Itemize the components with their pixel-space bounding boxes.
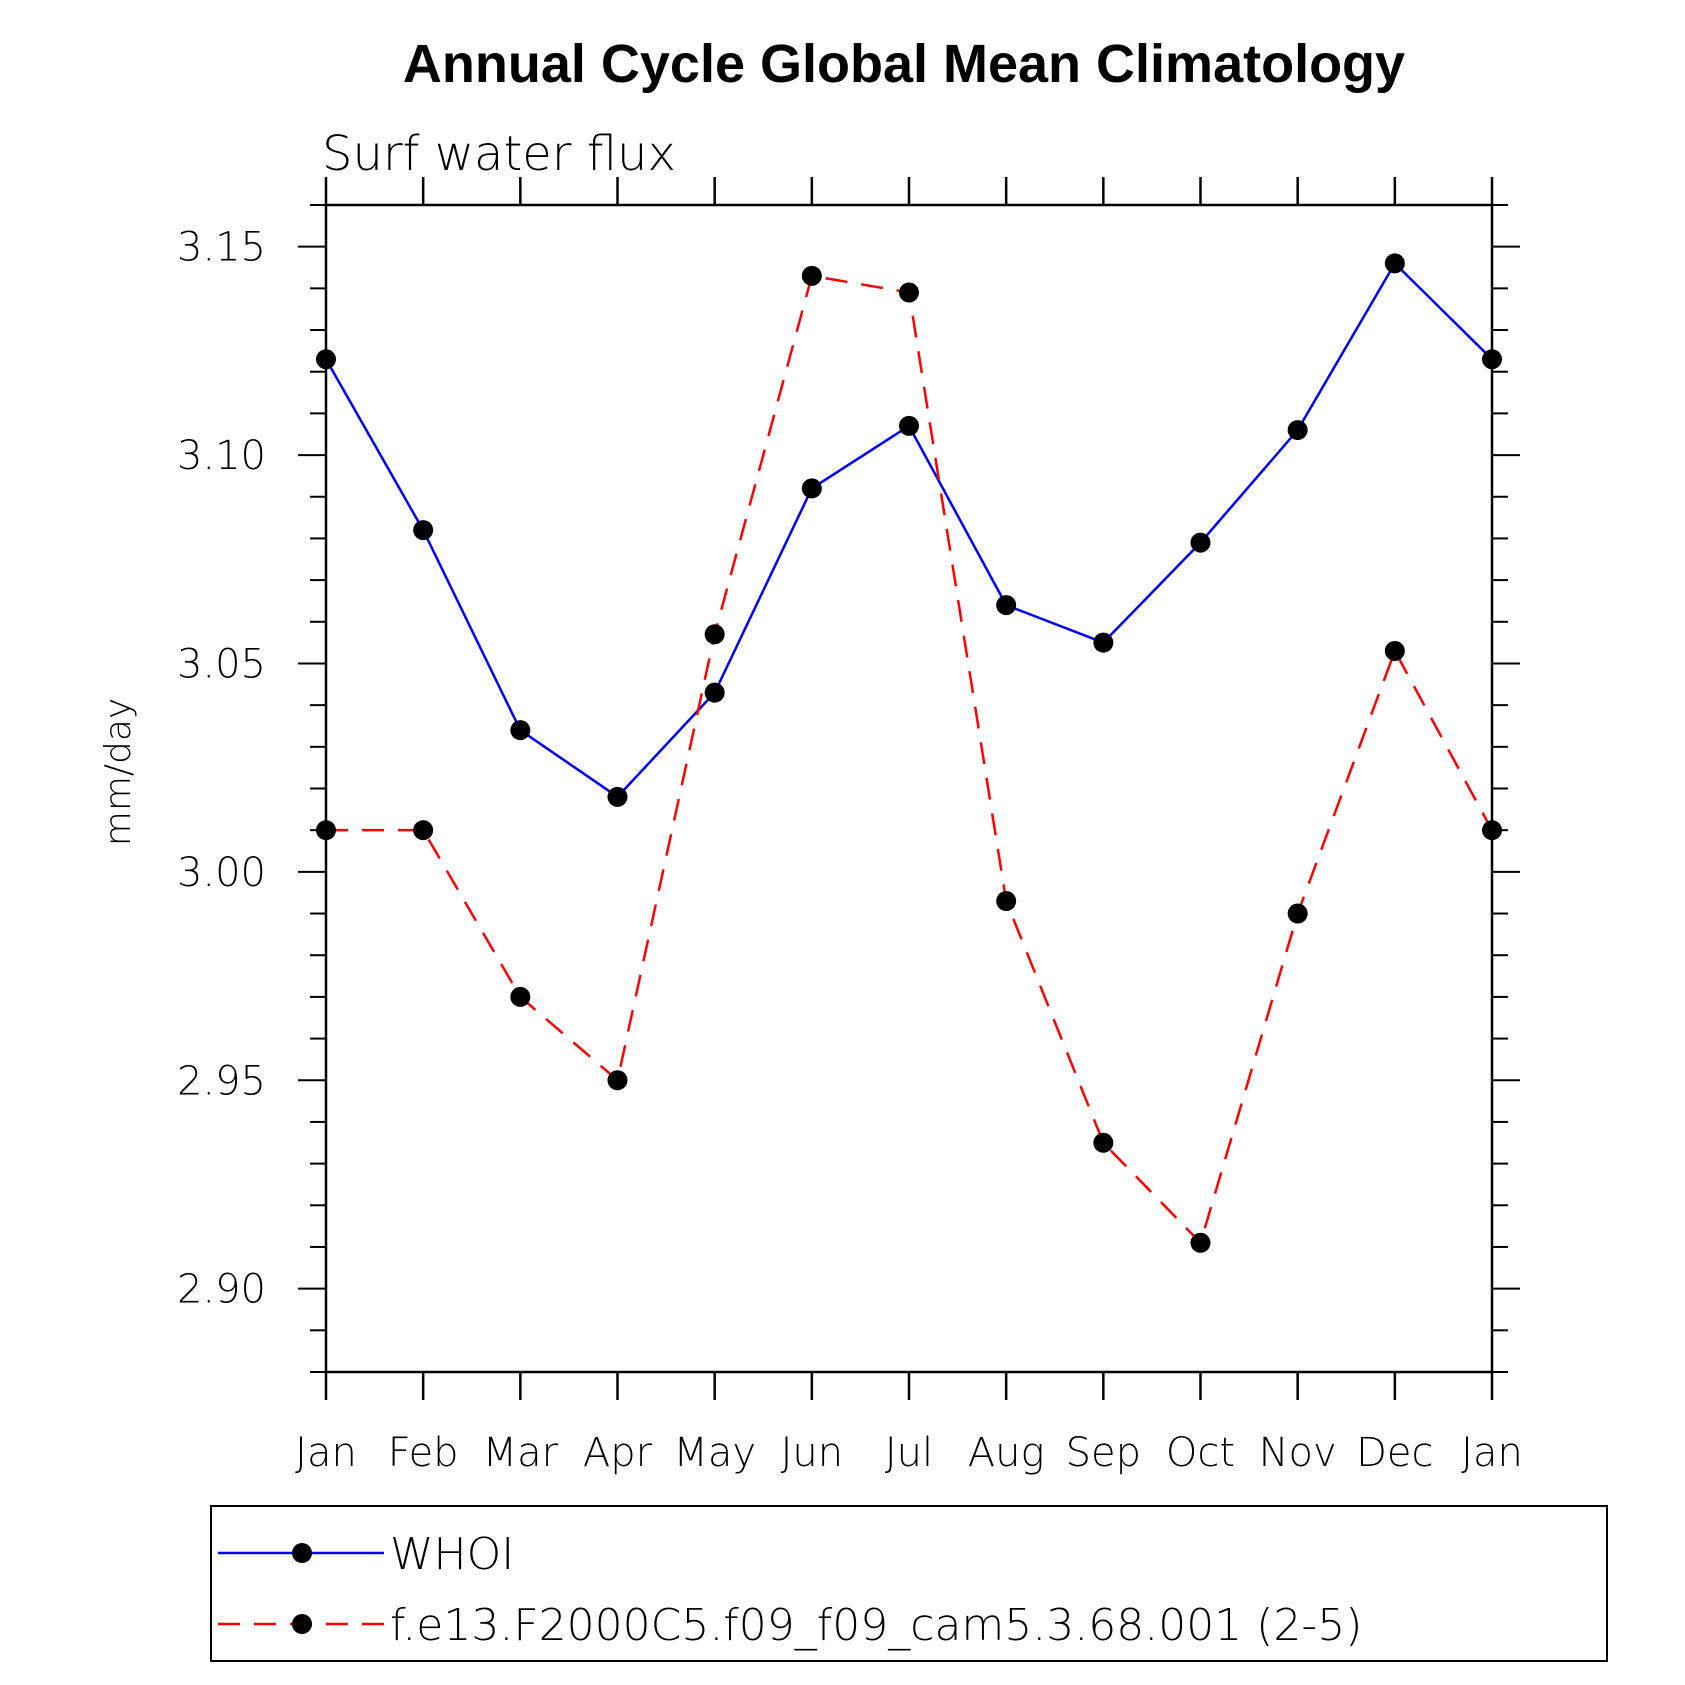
series-0-point [899, 415, 919, 436]
series-1-point [1190, 1232, 1211, 1253]
y-tick-label: 2.95 [177, 1058, 266, 1104]
x-tick-label: Dec [1356, 1430, 1433, 1476]
x-tick-label: Apr [583, 1430, 653, 1476]
x-tick-label: Jan [1461, 1430, 1523, 1476]
series-0-point [607, 786, 628, 807]
series-1-point [316, 820, 336, 841]
series-0-point [1287, 420, 1308, 441]
chart-subtitle: Surf water flux [322, 126, 676, 182]
series-1-point [996, 891, 1017, 912]
series-0-point [316, 349, 336, 370]
axis-ticks [298, 177, 1520, 1400]
legend-label-model: f.e13.F2000C5.f09_f09_cam5.3.68.001 (2-5… [390, 1600, 1362, 1651]
series-1-point [1482, 820, 1502, 841]
legend-box [210, 1505, 1608, 1662]
x-tick-label: Jun [781, 1430, 844, 1476]
series-0-point [996, 595, 1017, 616]
x-tick-label: Jan [295, 1430, 357, 1476]
legend-marker-model [292, 1614, 312, 1634]
series-0-point [1190, 532, 1211, 553]
series-0-point [704, 682, 725, 703]
series-1-point [607, 1070, 628, 1091]
legend-marker-whoi [292, 1543, 312, 1563]
series-layer [316, 253, 1502, 1253]
series-line-0 [324, 261, 1493, 799]
series-0-point [510, 720, 531, 741]
x-tick-label: Nov [1259, 1430, 1337, 1476]
x-tick-label: Oct [1166, 1430, 1235, 1476]
series-1-point [1287, 903, 1308, 924]
series-1-point [704, 624, 725, 645]
x-tick-label: Jul [885, 1430, 933, 1476]
y-tick-label: 3.05 [177, 641, 266, 687]
series-0-point [413, 520, 434, 541]
x-tick-label: Mar [483, 1430, 559, 1476]
series-0-point [1093, 632, 1114, 653]
series-1-point [1384, 640, 1405, 661]
series-1-point [899, 282, 919, 303]
series-0-point [801, 478, 822, 499]
legend: WHOI f.e13.F2000C5.f09_f09_cam5.3.68.001… [210, 1505, 1608, 1662]
x-tick-label: May [673, 1430, 756, 1476]
y-tick-label: 3.15 [177, 225, 266, 271]
x-tick-label: Feb [388, 1430, 459, 1476]
y-tick-label: 3.10 [177, 433, 266, 479]
y-tick-label: 2.90 [177, 1267, 266, 1313]
x-tick-label: Aug [968, 1430, 1045, 1476]
series-1-point [801, 265, 822, 286]
series-1-point [510, 986, 531, 1007]
series-1-point [413, 820, 434, 841]
chart-title: Annual Cycle Global Mean Climatology [403, 34, 1405, 94]
x-tick-label: Sep [1066, 1430, 1141, 1476]
series-0-point [1482, 349, 1502, 370]
y-axis-label: mm/day [98, 698, 139, 846]
y-tick-label: 3.00 [177, 850, 266, 896]
y-tick-labels: 2.90 2.95 3.00 3.05 3.10 3.15 [177, 225, 266, 1313]
plot-frame [324, 203, 1494, 1374]
x-tick-labels: Jan Feb Mar Apr May Jun Jul Aug Sep Oct Nov Dec Jan [295, 1430, 1523, 1476]
series-1-point [1093, 1132, 1114, 1153]
legend-label-whoi: WHOI [390, 1529, 514, 1580]
series-0-point [1384, 253, 1405, 274]
